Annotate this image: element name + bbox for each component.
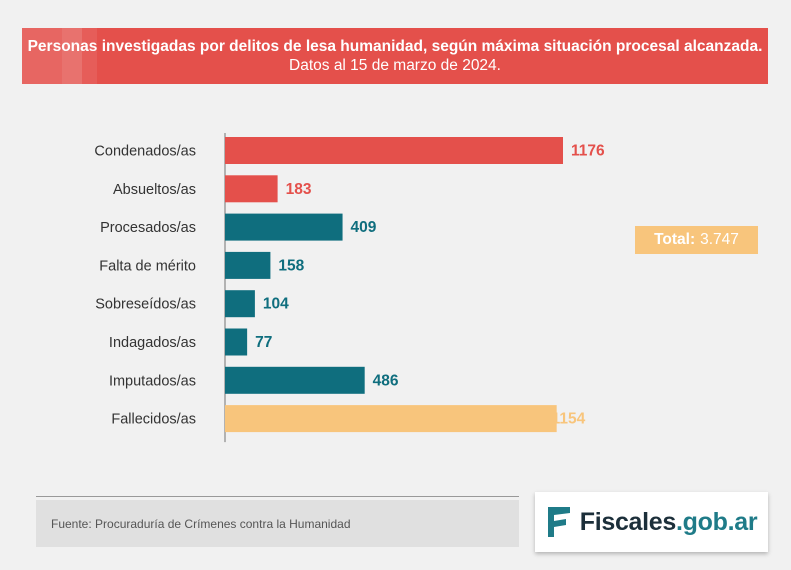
banner-decoration xyxy=(22,28,82,84)
value-label: 409 xyxy=(351,219,377,236)
source-text: Fuente: Procuraduría de Crímenes contra … xyxy=(51,516,351,531)
total-value: 3.747 xyxy=(700,231,739,248)
chart-title-banner: Personas investigadas por delitos de les… xyxy=(22,28,768,84)
fiscales-logo: Fiscales.gob.ar xyxy=(535,492,768,552)
bar xyxy=(225,366,365,394)
logo-name: Fiscales xyxy=(579,507,677,536)
source-note: Fuente: Procuraduría de Crímenes contra … xyxy=(36,500,519,547)
bar xyxy=(225,175,278,203)
value-label: 77 xyxy=(255,334,272,351)
category-label: Condenados/as xyxy=(94,144,196,160)
value-label: 486 xyxy=(373,372,399,389)
fiscales-flag-icon xyxy=(547,507,570,537)
chart-title-bold: Personas investigadas por delitos de les… xyxy=(27,38,763,55)
value-label: 1154 xyxy=(552,411,586,428)
bar xyxy=(225,328,248,356)
chart-title-line-1: Personas investigadas por delitos de les… xyxy=(22,37,768,75)
chart-title-light: Datos al 15 de marzo de 2024. xyxy=(289,57,501,74)
bar xyxy=(225,405,557,433)
category-label: Procesados/as xyxy=(100,220,196,236)
category-label: Sobreseídos/as xyxy=(95,297,196,313)
total-badge: Total: 3.747 xyxy=(635,226,758,254)
footer-divider xyxy=(36,496,519,497)
banner-decoration xyxy=(62,28,97,84)
logo-text: Fiscales.gob.ar xyxy=(580,508,758,537)
value-label: 104 xyxy=(263,296,289,313)
value-label: 183 xyxy=(286,181,312,198)
bar xyxy=(225,251,271,279)
category-label: Falta de mérito xyxy=(99,258,196,274)
category-label: Absueltos/as xyxy=(113,182,196,198)
value-label: 158 xyxy=(278,257,304,274)
category-label: Imputados/as xyxy=(109,373,196,389)
category-label: Fallecidos/as xyxy=(111,412,196,428)
total-label: Total: xyxy=(654,231,696,248)
bar xyxy=(225,290,255,318)
value-label: 1176 xyxy=(571,143,605,160)
logo-domain: .gob.ar xyxy=(676,507,758,536)
category-label: Indagados/as xyxy=(109,335,196,351)
bar xyxy=(225,213,343,241)
bar xyxy=(225,137,563,164)
